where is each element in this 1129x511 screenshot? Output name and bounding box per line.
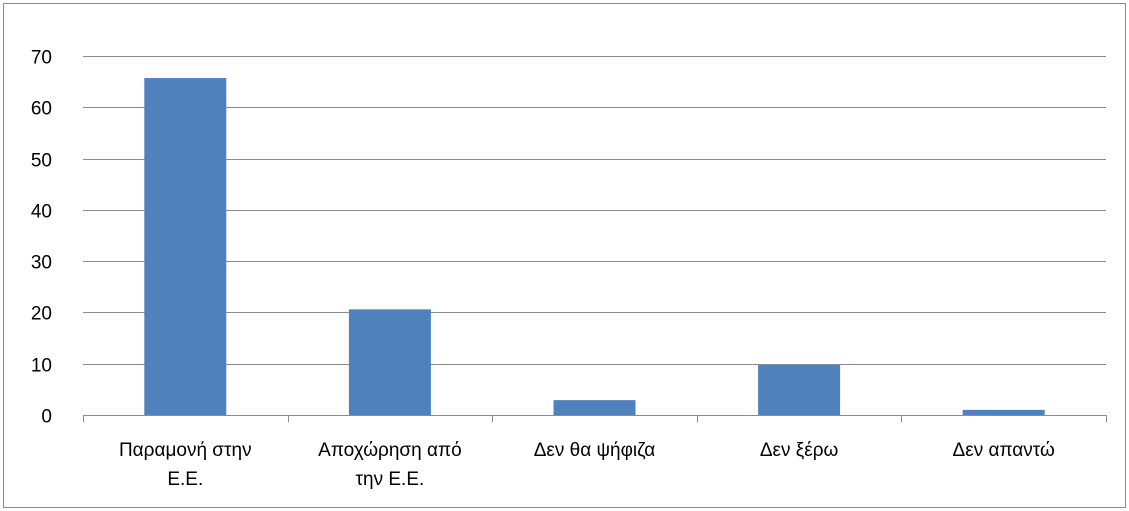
x-tick-label: Δεν ξέρω xyxy=(760,440,839,461)
bar xyxy=(348,309,431,415)
y-tick-label: 70 xyxy=(31,48,52,69)
bar xyxy=(553,400,636,415)
y-tick-label: 20 xyxy=(31,304,52,325)
y-axis-labels: 0 10 20 30 40 50 60 70 xyxy=(31,48,52,428)
bars xyxy=(144,78,1045,415)
y-tick-label: 60 xyxy=(31,99,52,120)
y-tick-label: 30 xyxy=(31,253,52,274)
x-axis xyxy=(83,415,1107,422)
bar xyxy=(962,409,1045,415)
y-tick-label: 10 xyxy=(31,356,52,377)
x-axis-labels: Παραμονή στην Ε.Ε. Αποχώρηση από την Ε.Ε. Δε… xyxy=(119,440,1055,490)
bar xyxy=(144,78,227,415)
y-tick-label: 50 xyxy=(31,151,52,172)
bar xyxy=(758,364,841,415)
gridlines xyxy=(83,56,1106,365)
y-tick-label: 40 xyxy=(31,202,52,223)
y-tick-label: 0 xyxy=(41,407,52,428)
x-tick-label: Ε.Ε. xyxy=(167,469,203,490)
x-tick-label: την Ε.Ε. xyxy=(356,469,425,490)
x-tick-label: Δεν θα ψήφιζα xyxy=(534,440,656,461)
x-tick-label: Δεν απαντώ xyxy=(953,440,1055,461)
x-tick-label: Αποχώρηση από xyxy=(318,440,461,461)
x-tick-label: Παραμονή στην xyxy=(119,440,252,461)
